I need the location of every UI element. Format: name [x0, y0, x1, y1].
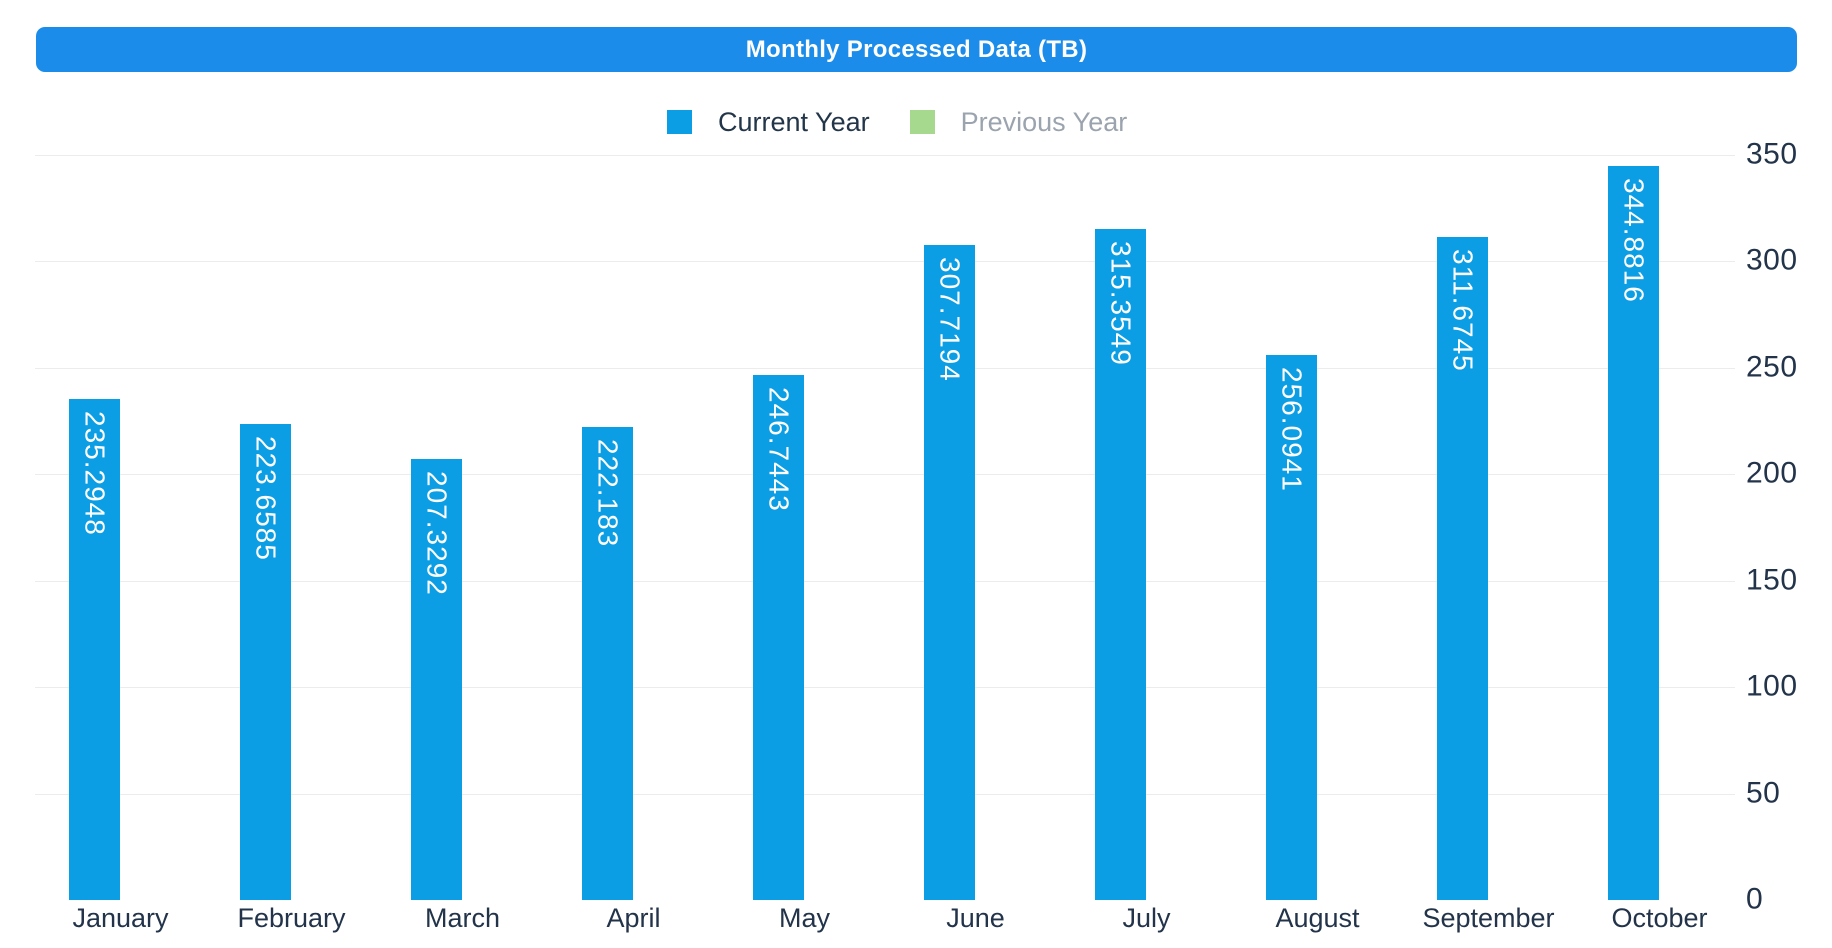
bar-april[interactable]: 222.183	[582, 427, 633, 900]
gridline-300	[35, 261, 1735, 263]
x-axis-label-october: October	[1611, 903, 1708, 933]
y-axis-label-200: 200	[1746, 456, 1798, 490]
bar-value-label-may: 246.7443	[763, 386, 795, 512]
bar-value-label-january: 235.2948	[79, 411, 111, 536]
y-axis-label-300: 300	[1746, 243, 1798, 277]
gridline-50	[35, 793, 1735, 795]
previous-year-swatch-icon	[909, 110, 935, 134]
bar-june[interactable]: 307.7194	[924, 244, 975, 900]
bar-august[interactable]: 256.0941	[1266, 354, 1317, 900]
x-axis-label-march: March	[424, 903, 501, 933]
gridline-150	[35, 580, 1735, 582]
bar-january[interactable]: 235.2948	[69, 399, 120, 900]
bar-value-label-march: 207.3292	[421, 470, 453, 596]
bar-march[interactable]: 207.3292	[411, 458, 462, 900]
bar-value-label-september: 311.6745	[1447, 248, 1479, 372]
x-axis-label-june: June	[946, 903, 1005, 933]
y-axis-label-250: 250	[1746, 350, 1798, 384]
legend: Current Year Previous Year	[667, 106, 1128, 138]
bar-value-label-october: 344.8816	[1618, 177, 1650, 303]
chart-title-bar: Monthly Processed Data (TB)	[36, 27, 1797, 72]
legend-item-current-year[interactable]: Current Year	[667, 107, 870, 138]
x-axis-label-september: September	[1422, 903, 1555, 933]
current-year-swatch-icon	[667, 110, 692, 134]
legend-label-previous-year: Previous Year	[960, 106, 1128, 137]
bar-september[interactable]: 311.6745	[1437, 236, 1488, 900]
x-axis-label-july: July	[1122, 903, 1171, 933]
bar-value-label-july: 315.3549	[1105, 240, 1137, 366]
chart-title: Monthly Processed Data (TB)	[745, 35, 1088, 63]
y-axis-label-100: 100	[1746, 669, 1798, 703]
gridline-100	[35, 687, 1735, 689]
y-axis-label-350: 350	[1746, 137, 1798, 171]
bar-october[interactable]: 344.8816	[1608, 165, 1659, 900]
bar-value-label-june: 307.7194	[934, 256, 966, 382]
bar-value-label-february: 223.6585	[250, 435, 282, 561]
bar-value-label-august: 256.0941	[1276, 366, 1308, 492]
x-axis-label-may: May	[778, 903, 831, 933]
legend-label-current-year: Current Year	[718, 106, 870, 137]
gridline-350	[35, 155, 1735, 156]
legend-item-previous-year[interactable]: Previous Year	[909, 106, 1128, 138]
x-axis-label-february: February	[237, 903, 346, 933]
x-axis-label-january: January	[72, 903, 169, 933]
gridline-200	[35, 474, 1735, 476]
y-axis-label-50: 50	[1746, 775, 1781, 809]
bar-value-label-april: 222.183	[592, 439, 624, 548]
gridline-250	[35, 367, 1735, 369]
x-axis-label-august: August	[1275, 903, 1360, 933]
x-axis-label-april: April	[606, 903, 661, 933]
y-axis-label-0: 0	[1746, 882, 1764, 916]
bar-february[interactable]: 223.6585	[240, 423, 291, 900]
bar-july[interactable]: 315.3549	[1095, 228, 1146, 900]
y-axis-label-150: 150	[1746, 563, 1798, 597]
bar-may[interactable]: 246.7443	[753, 374, 804, 900]
